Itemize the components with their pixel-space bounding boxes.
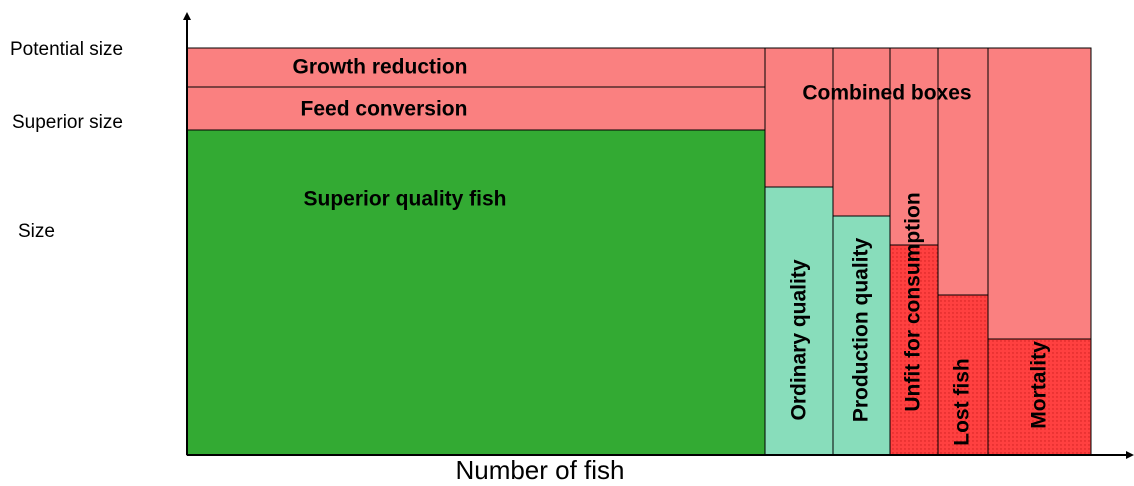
superior-box — [186, 129, 766, 456]
growth-reduction-box — [186, 47, 766, 88]
column-top — [987, 47, 1092, 340]
box-label: Combined boxes — [802, 82, 971, 105]
box-label: Growth reduction — [293, 56, 468, 79]
column-label: Mortality — [1028, 341, 1051, 429]
column-label: Lost fish — [951, 358, 974, 446]
column-top — [832, 47, 891, 217]
y-axis-label: Size — [18, 221, 55, 242]
column-label: Unfit for consumption — [902, 192, 925, 411]
column-label: Ordinary quality — [788, 259, 811, 420]
x-axis-label: Number of fish — [455, 455, 624, 485]
production-box — [832, 215, 891, 456]
mortality-box — [987, 338, 1092, 456]
column-top — [937, 47, 989, 296]
feed-conversion-box — [186, 86, 766, 131]
unfit-box — [889, 244, 939, 456]
box-label: Feed conversion — [301, 98, 468, 121]
column-top — [764, 47, 834, 188]
column-label: Production quality — [850, 238, 873, 423]
box-label: Superior quality fish — [303, 188, 506, 211]
x-arrow — [1126, 451, 1134, 459]
y-arrow — [183, 12, 191, 20]
column-top — [889, 47, 939, 246]
level-label: Superior size — [12, 112, 123, 133]
ordinary-box — [764, 186, 834, 456]
level-label: Potential size — [10, 39, 123, 60]
